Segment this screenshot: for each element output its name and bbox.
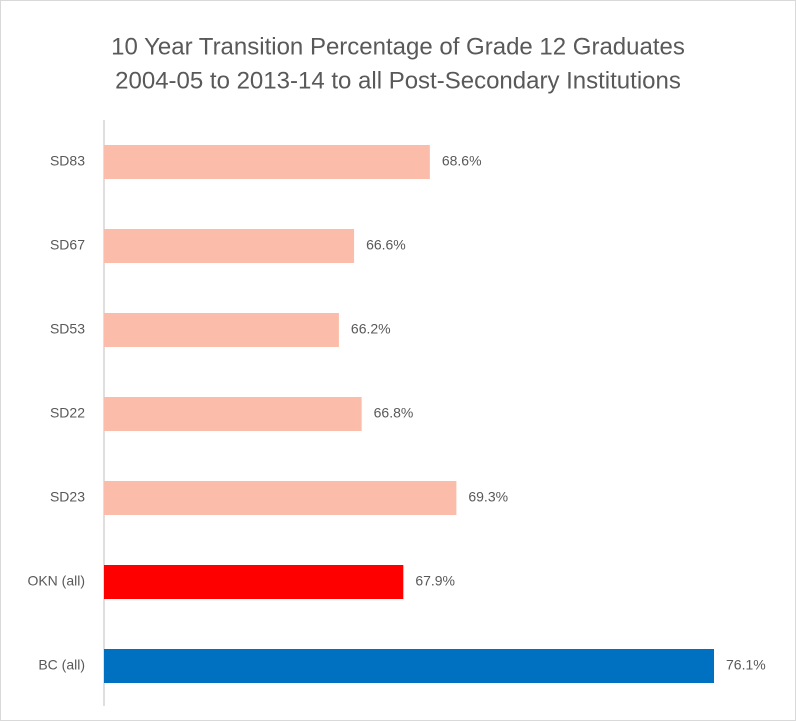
y-tick-label: SD83 <box>50 153 85 169</box>
bar <box>104 649 715 683</box>
value-label: 66.2% <box>351 321 391 337</box>
bar <box>104 481 457 515</box>
bar <box>104 229 355 263</box>
y-tick-label: SD23 <box>50 489 85 505</box>
value-label: 66.6% <box>366 237 406 253</box>
value-label: 76.1% <box>726 657 766 673</box>
y-tick-label: SD67 <box>50 237 85 253</box>
bar <box>104 145 430 179</box>
bar <box>104 397 362 431</box>
value-label: 66.8% <box>374 405 414 421</box>
value-label: 67.9% <box>415 573 455 589</box>
y-tick-label: SD53 <box>50 321 85 337</box>
y-tick-label: SD22 <box>50 405 85 421</box>
bar <box>104 565 404 599</box>
chart-title: 2004-05 to 2013-14 to all Post-Secondary… <box>115 67 681 94</box>
chart-title: 10 Year Transition Percentage of Grade 1… <box>111 33 685 60</box>
value-label: 69.3% <box>468 489 508 505</box>
y-tick-label: BC (all) <box>38 657 85 673</box>
y-tick-label: OKN (all) <box>27 573 85 589</box>
value-label: 68.6% <box>442 153 482 169</box>
bar <box>104 313 339 347</box>
